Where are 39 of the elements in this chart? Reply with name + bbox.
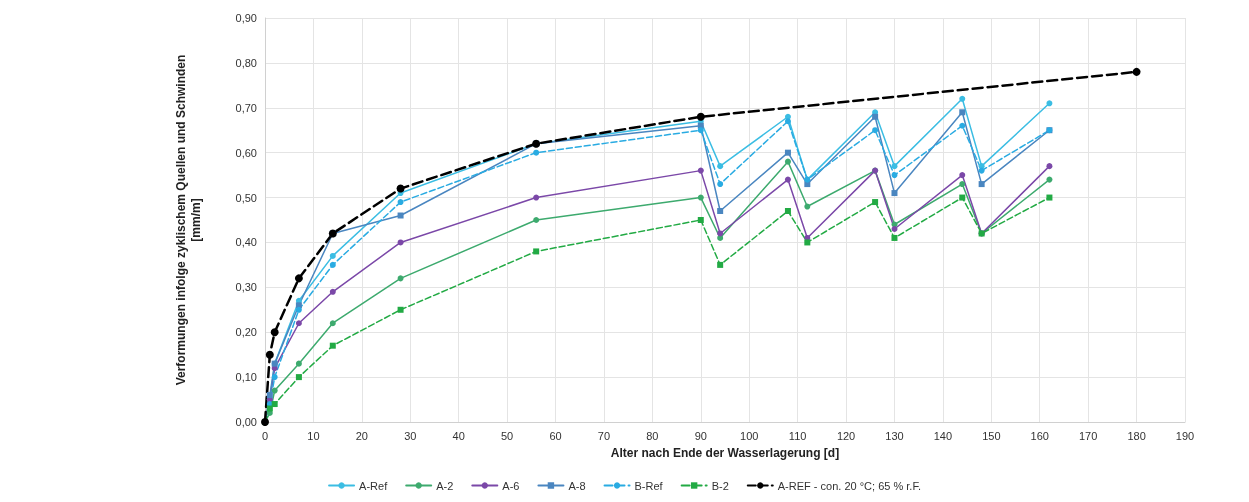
y-tick-label: 0,40 bbox=[235, 236, 257, 249]
x-tick-label: 0 bbox=[261, 429, 269, 442]
x-tick-label: 110 bbox=[788, 429, 807, 442]
x-tick-label: 50 bbox=[500, 429, 514, 442]
y-tick-label: 0,00 bbox=[235, 416, 257, 428]
legend-label: B-2 bbox=[711, 479, 729, 492]
x-tick-label: 80 bbox=[646, 429, 659, 442]
x-tick-label: 10 bbox=[307, 429, 320, 442]
y-tick-label: 0,30 bbox=[235, 281, 257, 294]
x-tick-label: 180 bbox=[1127, 429, 1146, 442]
legend-label: A-2 bbox=[436, 479, 454, 492]
y-tick-label: 0,50 bbox=[235, 191, 257, 204]
x-tick-label: 100 bbox=[740, 429, 759, 442]
x-tick-label: 190 bbox=[1175, 429, 1195, 442]
y-tick-label: 0,90 bbox=[235, 12, 257, 24]
y-tick-label: 0,80 bbox=[235, 56, 257, 69]
x-tick-label: 90 bbox=[694, 429, 707, 442]
y-tick-label: 0,10 bbox=[235, 371, 257, 384]
legend-label: A-Ref bbox=[359, 479, 389, 492]
x-tick-label: 170 bbox=[1078, 429, 1098, 442]
x-axis-title: Alter nach Ende der Wasserlagerung [d] bbox=[610, 446, 840, 461]
x-tick-label: 20 bbox=[355, 429, 368, 442]
legend-label: A-6 bbox=[502, 479, 520, 492]
x-tick-label: 60 bbox=[549, 429, 562, 442]
legend-label: A-8 bbox=[568, 479, 586, 492]
legend-label: A-REF - con. 20 °C; 65 % r.F. bbox=[777, 479, 921, 492]
x-tick-label: 30 bbox=[404, 429, 417, 442]
x-tick-label: 40 bbox=[452, 429, 465, 442]
x-tick-label: 70 bbox=[597, 429, 611, 442]
y-tick-label: 0,20 bbox=[235, 326, 257, 339]
y-tick-label: 0,60 bbox=[235, 146, 257, 159]
x-tick-label: 120 bbox=[836, 429, 856, 442]
x-tick-label: 160 bbox=[1030, 429, 1049, 442]
y-tick-label: 0,70 bbox=[235, 101, 257, 114]
y-axis-title: Verformungen infolge zyklischem Quellen und Schwinden [mm/m] bbox=[173, 54, 203, 386]
x-tick-label: 140 bbox=[933, 429, 953, 442]
x-tick-label: 150 bbox=[982, 429, 1001, 442]
x-tick-label: 130 bbox=[885, 429, 904, 442]
legend-label: B-Ref bbox=[634, 479, 664, 492]
